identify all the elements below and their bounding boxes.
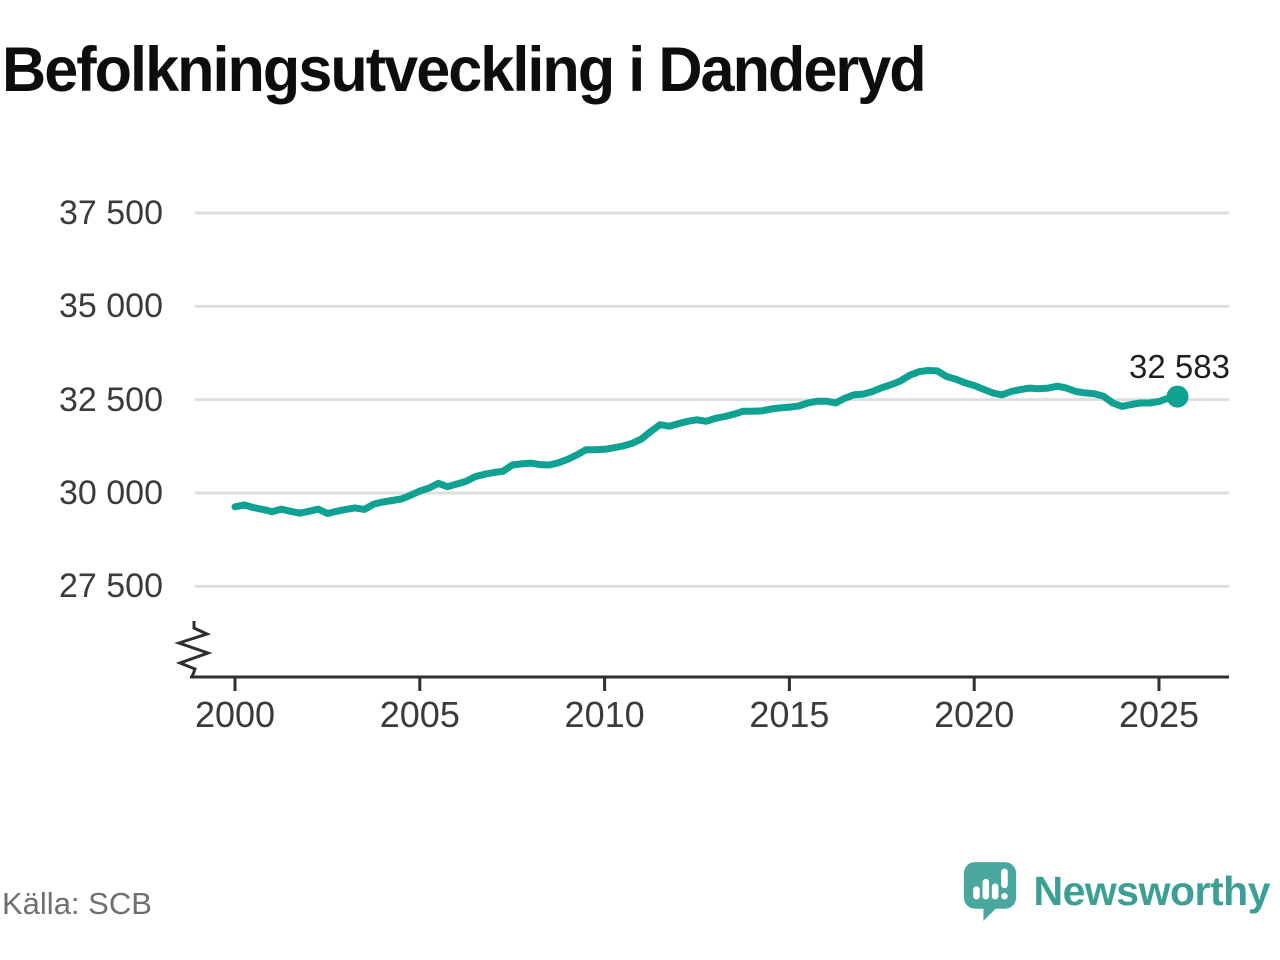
x-axis-ticks-group [233,677,1161,691]
y-axis-tick-label: 37 500 [59,194,163,232]
x-axis-tick-label: 2025 [1118,694,1200,735]
exclamation-dot [1000,892,1008,900]
source-note: Källa: SCB [2,886,152,921]
latest-value-dot [1166,385,1189,408]
newsworthy-wordmark: Newsworthy [1033,867,1271,914]
y-axis-tick-label: 30 000 [59,474,163,512]
gridlines-group [195,211,1229,588]
bar-tall [982,878,989,900]
exclamation-bar [1000,868,1008,889]
x-axis-tick-label: 2010 [564,694,645,735]
x-axis-tick-label: 2020 [934,694,1015,735]
latest-value-label: 32 583 [1129,347,1230,385]
x-axis-tick-label: 2005 [379,694,460,735]
newsworthy-logo-icon [963,862,1016,921]
speech-bubble-shape [963,862,1016,921]
chart-title: Befolkningsutveckling i Danderyd [2,35,927,105]
population-line-series [231,367,1181,517]
y-axis-tick-label: 35 000 [59,287,163,326]
bar-medium [991,883,998,900]
x-axis-tick-label: 2000 [194,694,276,735]
y-axis-tick-label: 27 500 [59,567,163,606]
y-axis-break-icon [174,621,213,678]
bar-small [972,886,980,900]
newsworthy-branding: Newsworthy [962,860,1271,922]
y-axis-tick-label: 32 500 [59,380,163,419]
x-axis-tick-label: 2015 [749,694,830,735]
